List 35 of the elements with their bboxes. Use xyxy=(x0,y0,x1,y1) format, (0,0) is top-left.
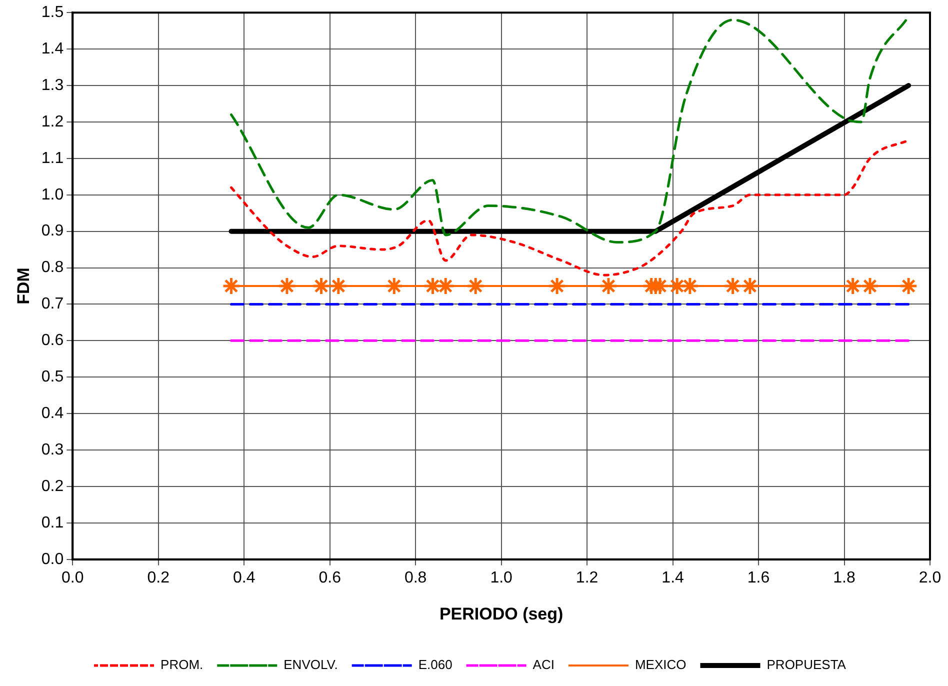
x-tick-label: 1.0 xyxy=(490,569,513,586)
y-tick-label: 1.3 xyxy=(41,76,64,94)
y-axis-title: FDM xyxy=(14,268,33,304)
x-tick-label: 1.8 xyxy=(833,569,856,586)
y-tick-label: 1.4 xyxy=(41,40,64,58)
x-tick-label: 0.8 xyxy=(404,569,427,586)
y-tick-label: 0.1 xyxy=(41,514,64,532)
x-tick-label: 1.6 xyxy=(747,569,770,586)
x-tick-label: 0.6 xyxy=(318,569,342,586)
y-tick-label: 1.1 xyxy=(41,150,64,167)
y-tick-label: 0.3 xyxy=(41,441,64,458)
legend-label: ACI xyxy=(532,657,554,672)
y-tick-label: 1.5 xyxy=(41,4,64,22)
x-tick-label: 2.0 xyxy=(918,569,942,586)
y-tick-label: 0.5 xyxy=(41,368,64,386)
legend-label: E.060 xyxy=(418,657,452,672)
x-tick-label: 0.4 xyxy=(232,569,256,586)
x-tick-label: 1.2 xyxy=(576,569,598,586)
x-tick-label: 0.0 xyxy=(62,569,84,586)
y-tick-label: 0.6 xyxy=(41,332,64,350)
y-tick-label: 1.0 xyxy=(41,186,64,204)
legend-label: PROPUESTA xyxy=(766,657,846,672)
x-tick-label: 0.2 xyxy=(147,569,170,586)
y-tick-label: 0.0 xyxy=(41,550,64,568)
x-axis-title: PERIODO (seg) xyxy=(439,604,564,624)
y-tick-label: 1.2 xyxy=(41,113,64,130)
legend-label: PROM. xyxy=(160,657,204,672)
y-tick-label: 0.9 xyxy=(41,222,64,240)
legend-label: MEXICO xyxy=(634,657,686,672)
x-tick-label: 1.4 xyxy=(662,569,684,586)
y-tick-label: 0.4 xyxy=(41,404,64,422)
y-tick-label: 0.7 xyxy=(41,296,64,313)
y-tick-label: 0.2 xyxy=(41,478,64,495)
legend-label: ENVOLV. xyxy=(284,657,338,672)
y-tick-label: 0.8 xyxy=(41,259,64,276)
